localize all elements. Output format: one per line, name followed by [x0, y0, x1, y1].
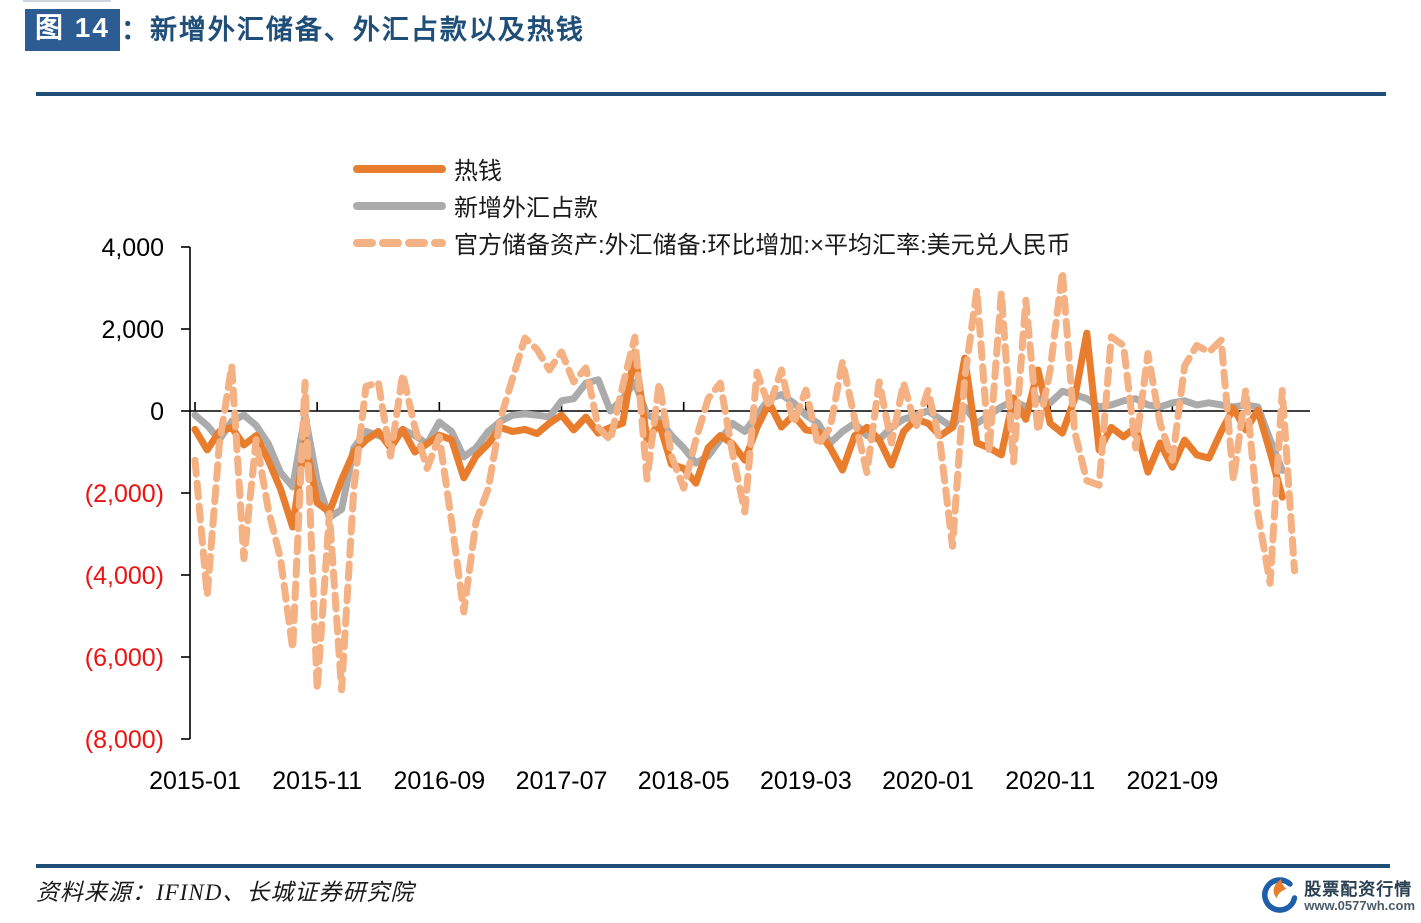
- x-tick-label: 2017-07: [516, 767, 608, 795]
- figure-title: 新增外汇储备、外汇占款以及热钱: [149, 14, 585, 45]
- watermark-url: www.0577wh.com: [1304, 898, 1415, 914]
- y-tick-label: 2,000: [101, 316, 164, 344]
- x-tick-label: 2019-03: [760, 767, 852, 795]
- legend-label-new-fx-deposits: 新增外汇占款: [454, 195, 598, 222]
- x-tick-label: 2020-11: [1005, 767, 1095, 795]
- legend-swatch-new-fx-deposits-line: [353, 201, 446, 210]
- watermark-swirl-logo-icon: [1262, 877, 1298, 913]
- bottom-divider-rule: [36, 864, 1390, 868]
- legend-item-hot-money: 热钱: [352, 150, 1071, 187]
- x-tick-label: 2015-01: [149, 767, 241, 795]
- x-tick-label: 2015-11: [272, 767, 362, 795]
- site-watermark: 股票配资行情 www.0577wh.com: [1260, 877, 1415, 917]
- screen-edge-artifact: [23, 0, 111, 2]
- legend-label-hot-money: 热钱: [454, 158, 502, 185]
- legend-item-new-fx-deposits: 新增外汇占款: [352, 187, 1071, 224]
- watermark-text-block: 股票配资行情 www.0577wh.com: [1304, 879, 1415, 914]
- legend-swatch-official-reserves-dashed-line: [353, 238, 446, 247]
- y-tick-label: 0: [150, 398, 164, 426]
- x-tick-label: 2021-09: [1126, 767, 1218, 795]
- legend-label-official-reserves: 官方储备资产:外汇储备:环比增加:×平均汇率:美元兑人民币: [454, 232, 1071, 259]
- legend-swatch-hot-money-line: [353, 164, 446, 173]
- top-divider-rule: [36, 92, 1386, 96]
- y-tick-label: 4,000: [101, 234, 164, 262]
- y-tick-label: (6,000): [85, 644, 164, 672]
- y-tick-label: (8,000): [85, 726, 164, 754]
- legend-item-official-reserves: 官方储备资产:外汇储备:环比增加:×平均汇率:美元兑人民币: [352, 224, 1071, 261]
- figure-tag: 图 14: [25, 9, 120, 51]
- chart-legend: 热钱 新增外汇占款 官方储备资产:外汇储备:环比增加:×平均汇率:美元兑人民币: [352, 150, 1071, 261]
- figure-title-row: 图 14 ： 新增外汇储备、外汇占款以及热钱: [25, 9, 585, 51]
- x-tick-label: 2020-01: [882, 767, 974, 795]
- y-tick-label: (2,000): [85, 480, 164, 508]
- y-tick-label: (4,000): [85, 562, 164, 590]
- watermark-brand: 股票配资行情: [1304, 879, 1413, 899]
- figure-title-colon: ：: [120, 14, 150, 45]
- data-source-note: 资料来源：IFIND、长城证券研究院: [36, 880, 415, 905]
- x-tick-label: 2016-09: [393, 767, 485, 795]
- x-tick-label: 2018-05: [638, 767, 730, 795]
- series-line-official-reserves-mom-change: [191, 268, 1298, 694]
